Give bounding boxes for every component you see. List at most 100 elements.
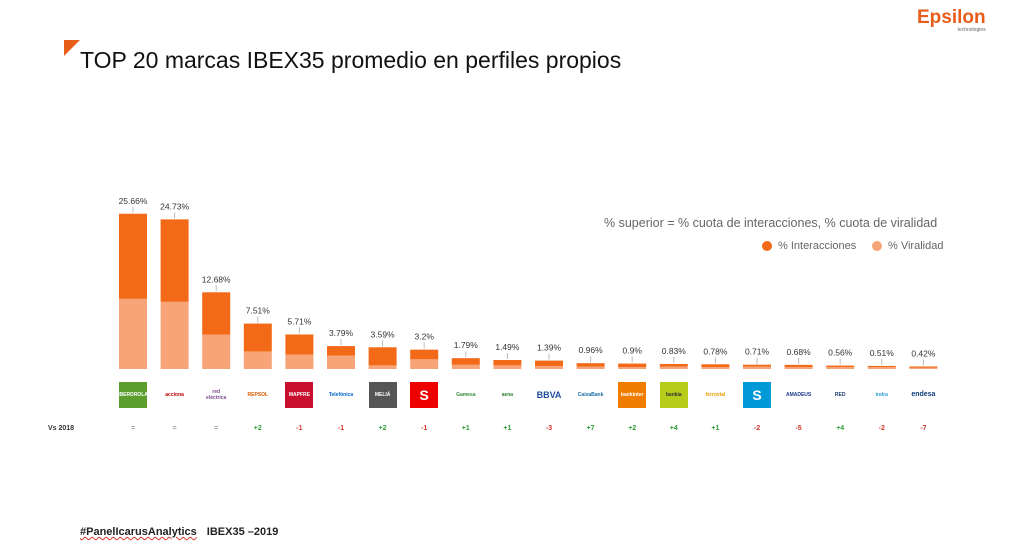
bar-viralidad [493,365,522,369]
bar-viralidad [202,334,231,369]
repsol-logo: REPSOL [243,382,272,408]
rank-change-value: +1 [461,425,470,432]
footer: #PanelIcarusAnalytics IBEX35 –2019 [80,526,278,538]
bar-interacciones [451,358,480,365]
indra-logo: indra [867,382,896,408]
rank-change-value: = [130,425,136,432]
bar-viralidad [327,355,355,369]
rank-change-value: -3 [545,425,553,432]
bar-viralidad [701,367,730,369]
bar-viralidad [618,367,647,369]
bar-viralidad [160,301,189,369]
rank-change-value: -1 [337,425,345,432]
bar-viralidad [119,298,147,369]
logo-name: Epsilon [917,7,986,28]
santander-logo: S [410,382,439,408]
bar-viralidad [576,366,605,369]
data-label: 3.79% [329,328,354,338]
acciona-logo: acciona [160,382,189,408]
bar-viralidad [368,365,397,369]
rank-change-value: -1 [296,425,303,432]
red-electrica-logo: red eléctrica [202,382,231,408]
data-label: 12.68% [202,274,231,284]
bar-interacciones [410,349,439,360]
melia-logo: MELIÁ [368,382,397,408]
bar-interacciones [701,364,730,368]
rank-change-value: = [172,425,177,432]
ferrovial-logo: ferrovial [701,382,730,408]
bar-viralidad [410,359,439,369]
data-label: 0.96% [579,345,604,355]
data-label: 24.73% [160,201,189,211]
bar-viralidad [784,367,813,369]
bar-viralidad [743,366,771,369]
data-label: 0.71% [745,347,770,357]
bar-interacciones [493,359,522,366]
data-label: 0.42% [911,348,936,358]
data-label: 3.2% [415,332,435,342]
mapfre-logo: MAPFRE [285,382,314,408]
rank-change-value: -2 [753,425,761,432]
gamesa-logo: Gamesa [451,382,480,408]
bar-viralidad [243,351,272,369]
data-label: 0.9% [623,346,643,356]
bar-interacciones [119,213,147,299]
logo-subtitle: technologies [957,27,986,33]
bar-viralidad [909,367,938,369]
rank-change-value: +2 [628,425,637,432]
bar-viralidad [535,365,563,369]
bar-viralidad [285,354,314,369]
data-label: 0.78% [703,346,728,356]
data-label: 1.49% [495,342,520,352]
data-label: 0.68% [787,347,812,357]
data-label: 0.51% [870,348,895,358]
bar-interacciones [535,360,563,366]
data-label: 0.83% [662,346,687,356]
red-corporacion-logo: RED [826,382,855,408]
rank-change-value: -5 [795,425,802,432]
legend-label-interacciones: % Interacciones [778,240,857,252]
data-label: 0.56% [828,348,853,358]
bar-interacciones [826,365,855,368]
rank-change-value: +1 [503,425,512,432]
legend-swatch-interacciones [762,241,772,251]
iberdrola-logo: IBERDROLA [119,382,147,408]
bar-interacciones [243,323,272,352]
data-label: 3.59% [371,329,396,339]
rank-change-value: -2 [878,425,885,432]
bar-viralidad [826,367,855,369]
bar-interacciones [743,364,771,367]
bar-viralidad [867,367,896,369]
footer-context: IBEX35 –2019 [206,526,279,538]
rank-change-value: = [214,425,219,432]
rank-change-value: -7 [920,425,927,432]
page-title: TOP 20 marcas IBEX35 promedio en perfile… [80,47,622,73]
legend-item-interacciones: % Interacciones [762,240,856,252]
vs-2018-label: Vs 2018 [48,425,75,432]
sabadell-logo: S [743,382,771,408]
bar-interacciones [327,346,355,356]
bar-interacciones [160,219,189,302]
amadeus-logo: AMADEUS [784,382,813,408]
bar-interacciones [784,364,813,368]
data-label: 1.39% [537,343,562,353]
title-accent-triangle [64,40,80,56]
rank-change-value: -1 [421,425,428,432]
rank-change-value: +1 [711,425,720,432]
legend-note: % superior = % cuota de interacciones, %… [604,216,938,230]
epsilon-logo: Epsilon technologies [917,7,986,34]
rank-change-value: +7 [586,425,595,432]
bar-viralidad [659,366,688,369]
aena-logo: aena [493,382,522,408]
bar-interacciones [285,334,314,355]
bar-interacciones [867,365,896,368]
bankia-logo: bankia [659,382,688,408]
legend-item-viralidad: % Viralidad [872,240,943,252]
legend-label-viralidad: % Viralidad [888,240,944,252]
rank-change-value: +2 [378,425,387,432]
rank-change-value: +4 [836,425,845,432]
legend-swatch-viralidad [872,241,882,251]
bankinter-logo: bankinter [618,382,647,408]
bar-interacciones [576,363,605,367]
